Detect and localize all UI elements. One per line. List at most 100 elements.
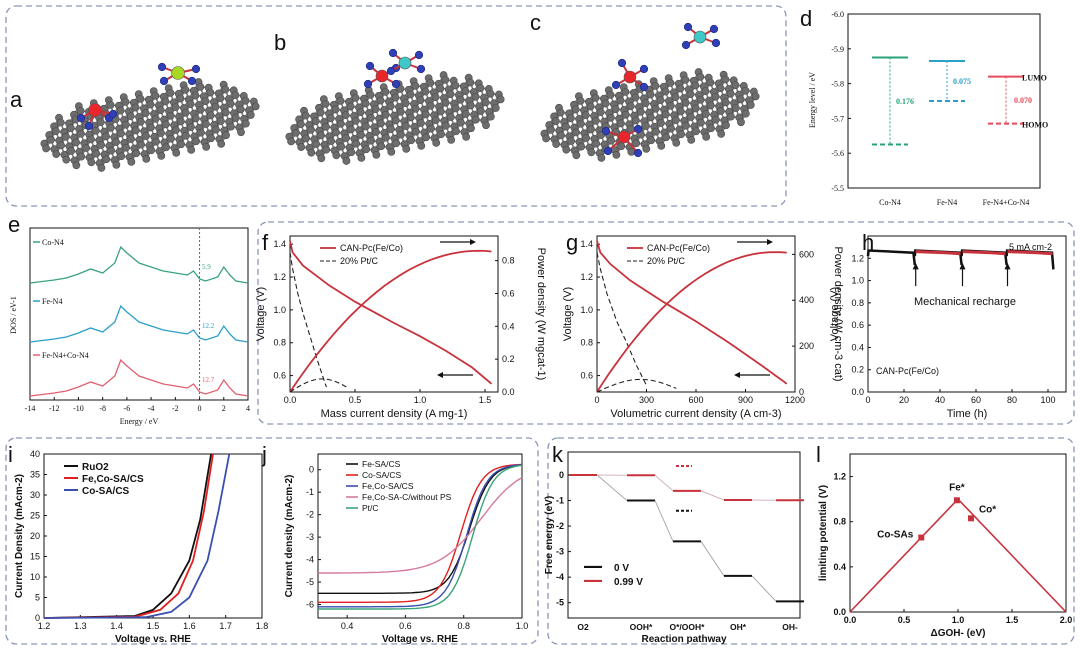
- chart-d-energy-levels: -6.0 -5.9 -5.8 -5.7 -5.6 -5.5 Energy level / e…: [808, 10, 1048, 207]
- carbon-atom: [676, 107, 685, 116]
- carbon-atom: [196, 105, 205, 114]
- carbon-atom: [162, 143, 171, 152]
- carbon-atom: [157, 151, 166, 160]
- step-connector: [700, 490, 725, 501]
- carbon-atom: [301, 111, 310, 120]
- carbon-atom: [287, 137, 295, 146]
- carbon-atom: [691, 81, 700, 90]
- carbon-atom: [382, 133, 391, 142]
- x-axis-label: 1.2: [38, 621, 51, 631]
- y-axis-label: 0.6: [580, 371, 593, 381]
- y-axis-label: 0.4: [833, 562, 846, 572]
- carbon-atom: [621, 87, 630, 96]
- carbon-atom: [236, 105, 245, 114]
- carbon-atom: [296, 120, 305, 129]
- carbon-atom: [336, 119, 345, 128]
- x-axis-label: 1.5: [479, 395, 492, 405]
- carbon-atom: [66, 124, 75, 133]
- y-axis-title: limiting potential (V): [818, 485, 829, 581]
- y-axis-label: -5.8: [831, 80, 844, 89]
- y-axis-label: -5.7: [831, 114, 844, 123]
- legend-label: Fe-N4+Co-N4: [42, 351, 89, 360]
- volcano-point-label: Co*: [979, 504, 996, 515]
- carbon-atom: [121, 120, 130, 129]
- carbon-atom: [351, 93, 360, 102]
- step-connector: [751, 575, 777, 602]
- y-axis-label: -4: [556, 572, 564, 582]
- nitrogen-atom: [391, 79, 401, 89]
- carbon-atom: [346, 102, 355, 111]
- carbon-atom: [621, 110, 630, 119]
- carbon-atom: [67, 147, 76, 155]
- carbon-atom: [396, 107, 405, 116]
- nitrogen-atom: [639, 82, 649, 92]
- carbon-atom: [332, 151, 341, 160]
- carbon-atom: [422, 133, 431, 142]
- chart-j-lsv-orr: 0.4 0.6 0.8 1.0 -6 -5 -4 -3 -2 -1 0 Voltage vs. RHE…: [284, 453, 528, 645]
- plot-frame: [567, 451, 801, 619]
- y-axis-label: -5.6: [831, 149, 844, 158]
- discharge-red-3: [1007, 250, 1053, 256]
- x-axis-label: 1.8: [256, 621, 269, 631]
- y-axis-label: 20: [30, 531, 40, 541]
- carbon-atom: [122, 143, 131, 152]
- legend-label: Co-N4: [42, 238, 64, 247]
- carbon-atom: [391, 116, 400, 125]
- carbon-atom: [47, 135, 55, 144]
- carbon-atom: [672, 116, 680, 124]
- y-axis-label: 0.2: [851, 365, 864, 375]
- carbon-atom: [676, 84, 685, 93]
- legend-label: Fe,Co-SA-C/without PS: [362, 492, 452, 502]
- frame-kl: [547, 437, 1075, 645]
- carbon-atom: [92, 149, 101, 158]
- nitrogen-atom: [683, 22, 693, 32]
- carbon-atom: [137, 140, 146, 149]
- carbon-atom: [106, 123, 115, 132]
- x-axis-label: 1.4: [110, 621, 123, 631]
- carbon-atom: [446, 90, 455, 98]
- nitrogen-atom: [617, 58, 627, 68]
- carbon-atom: [721, 98, 730, 107]
- orr-curve-2: [318, 464, 523, 608]
- panel-label-i: i: [8, 442, 13, 467]
- carbon-atom: [376, 96, 385, 105]
- nitrogen-atom: [709, 24, 719, 34]
- carbon-atom: [76, 106, 85, 115]
- carbon-atom: [371, 105, 380, 114]
- carbon-atom: [587, 148, 596, 157]
- carbon-atom: [717, 129, 726, 138]
- panel-label-b: b: [274, 30, 286, 55]
- y-axis-label: 1.0: [273, 305, 286, 315]
- carbon-atom: [436, 84, 445, 93]
- y-axis-label: -6: [306, 600, 314, 610]
- carbon-atom: [97, 141, 105, 149]
- carbon-atom: [211, 102, 220, 111]
- legend-label: CAN-Pc(Fe/Co): [340, 243, 403, 253]
- nitrogen-atom: [191, 64, 201, 74]
- carbon-atom: [472, 115, 480, 124]
- carbon-atom: [117, 129, 125, 138]
- carbon-atom: [312, 140, 321, 148]
- carbon-atom: [596, 108, 605, 117]
- carbon-atom: [726, 89, 735, 98]
- carbon-atom: [161, 120, 170, 129]
- carbon-atom: [636, 107, 645, 116]
- carbon-atom: [376, 119, 385, 128]
- y-axis-label: 40: [30, 449, 40, 459]
- carbon-atom: [126, 112, 135, 121]
- legend-label: 20% Pt/C: [340, 256, 379, 266]
- carbon-atom: [356, 108, 365, 117]
- carbon-atom: [467, 124, 475, 133]
- carbon-atom: [612, 151, 621, 159]
- carbon-atom: [482, 121, 490, 130]
- carbon-atom: [702, 132, 711, 141]
- chart-g-polarization: 0 300 600 900 1200 0.6 0.8 1.0 1.2 1.4 0 200 400 600 V…: [562, 235, 844, 420]
- y-axis-title: Current density (mAcm-2): [284, 475, 295, 598]
- y-axis-label: 0.6: [273, 371, 286, 381]
- carbon-atom: [721, 75, 730, 84]
- carbon-atom: [327, 137, 336, 145]
- y-axis-label: 0: [309, 465, 314, 475]
- carbon-atom: [607, 136, 616, 145]
- carbon-atom: [572, 128, 580, 137]
- frame-abc: [5, 5, 787, 207]
